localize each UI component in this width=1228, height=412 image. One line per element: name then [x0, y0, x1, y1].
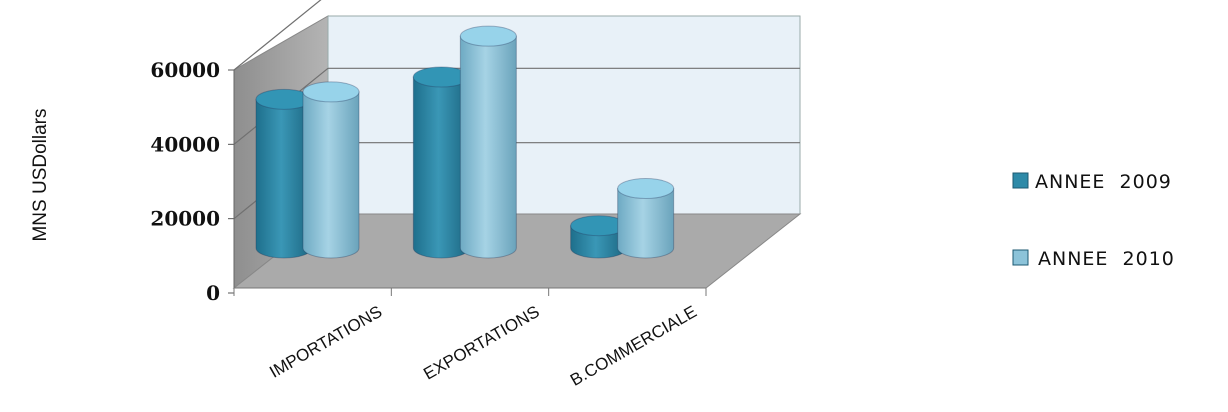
- bar: [412, 66, 470, 259]
- y-tick-label: 20000: [150, 207, 220, 231]
- bar-body: [302, 91, 360, 259]
- legend-swatch: [1012, 172, 1029, 189]
- legend-item: ANNEE 2010: [1012, 248, 1175, 270]
- bar-top: [617, 178, 675, 200]
- y-axis-label: MNS USDollars: [30, 108, 51, 241]
- bars: [255, 25, 675, 259]
- bar: [302, 81, 360, 259]
- y-tick-label: 60000: [150, 58, 220, 82]
- y-tick-label: 40000: [150, 132, 220, 156]
- bar: [459, 25, 517, 259]
- x-axis: [233, 287, 707, 296]
- bar-top: [459, 25, 517, 47]
- category-labels: IMPORTATIONS EXPORTATIONS B.COMMERCIALE: [266, 302, 700, 390]
- x-tick-label: IMPORTATIONS: [266, 302, 385, 382]
- bar-body: [617, 188, 675, 259]
- bar-body: [459, 35, 517, 259]
- bar-top: [302, 81, 360, 103]
- legend-swatch: [1012, 249, 1029, 266]
- x-tick-label: B.COMMERCIALE: [567, 302, 700, 390]
- y-tick-label: 0: [206, 281, 220, 305]
- legend: ANNEE 2009 ANNEE 2010: [1012, 171, 1175, 270]
- back-wall: [327, 15, 801, 215]
- bar: [617, 178, 675, 259]
- bar: [570, 215, 628, 259]
- legend-label: ANNEE 2009: [1035, 171, 1172, 193]
- gridline: [233, 0, 322, 71]
- legend-label: ANNEE 2010: [1038, 248, 1175, 270]
- legend-item: ANNEE 2009: [1012, 171, 1172, 193]
- x-tick-label: EXPORTATIONS: [420, 302, 542, 384]
- y-axis: 0 20000 40000 60000: [150, 58, 235, 305]
